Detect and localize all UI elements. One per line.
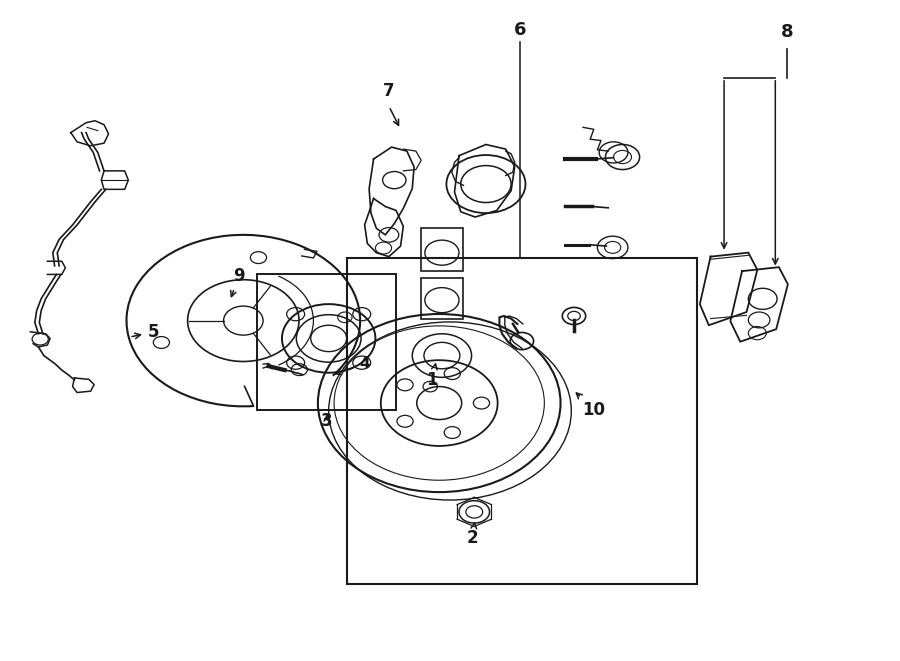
Text: 2: 2 xyxy=(467,523,478,547)
Bar xyxy=(256,274,396,410)
Text: 3: 3 xyxy=(321,412,333,430)
Text: 7: 7 xyxy=(383,83,395,100)
Bar xyxy=(421,278,463,319)
Text: 10: 10 xyxy=(576,393,606,418)
Text: 6: 6 xyxy=(514,21,526,40)
Text: 8: 8 xyxy=(780,23,793,41)
Text: 5: 5 xyxy=(132,323,159,341)
Bar xyxy=(346,258,698,584)
Bar xyxy=(421,228,463,271)
Text: 1: 1 xyxy=(427,364,437,389)
Text: 9: 9 xyxy=(230,267,245,297)
Text: 4: 4 xyxy=(336,356,370,375)
